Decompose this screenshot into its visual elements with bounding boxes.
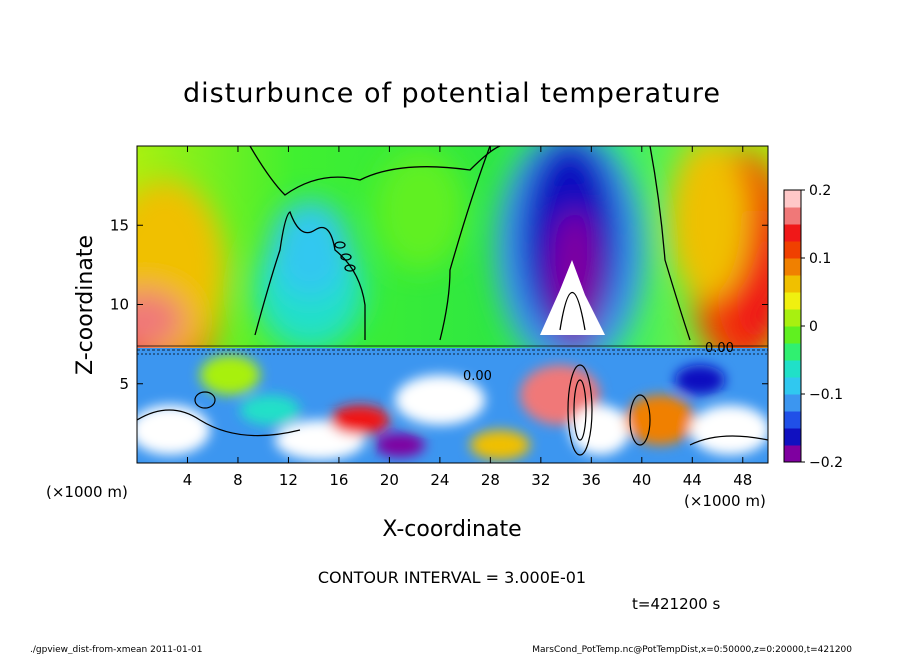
- footer-right: MarsCond_PotTemp.nc@PotTempDist,x=0:5000…: [532, 645, 852, 654]
- y-unit-label: (×1000 m): [46, 483, 128, 501]
- chart-title: disturbunce of potential temperature: [183, 78, 721, 109]
- colorbar-swatch: [784, 190, 801, 208]
- colorbar-swatch: [784, 292, 801, 310]
- colorbar-tick-label: −0.2: [809, 455, 843, 471]
- colorbar-swatch: [784, 207, 801, 225]
- colorbar-swatch: [784, 394, 801, 412]
- x-tick-label: 32: [531, 471, 550, 489]
- x-axis-label: X-coordinate: [382, 517, 521, 542]
- contour-interval: CONTOUR INTERVAL = 3.000E-01: [318, 568, 586, 587]
- x-tick-label: 16: [329, 471, 348, 489]
- contour-label: 0.00: [463, 369, 492, 384]
- x-tick-label: 48: [733, 471, 752, 489]
- colorbar-swatch: [784, 428, 801, 446]
- y-tick-label: 5: [119, 375, 129, 393]
- x-tick-label: 36: [582, 471, 601, 489]
- x-tick-label: 20: [380, 471, 399, 489]
- colorbar-swatch: [784, 241, 801, 259]
- colorbar-tick-label: 0.2: [809, 183, 831, 199]
- x-tick-label: 4: [183, 471, 193, 489]
- colorbar-swatch: [784, 309, 801, 327]
- y-axis-label: Z-coordinate: [73, 235, 98, 375]
- x-tick-label: 12: [279, 471, 298, 489]
- x-unit-label: (×1000 m): [684, 492, 766, 510]
- y-tick-label: 15: [110, 216, 129, 234]
- colorbar-tick-label: 0: [809, 319, 818, 335]
- contour-label: 0.00: [705, 341, 734, 356]
- x-tick-label: 28: [481, 471, 500, 489]
- heatmap-field: [137, 146, 768, 463]
- colorbar-swatch: [784, 377, 801, 395]
- x-tick-label: 8: [233, 471, 243, 489]
- colorbar-swatch: [784, 275, 801, 293]
- x-ticks: 4 8 12 16 20 24 28 32 36 40 44 48: [183, 146, 752, 489]
- colorbar-tick-label: −0.1: [809, 387, 843, 403]
- time-stamp: t=421200 s: [632, 595, 720, 613]
- colorbar-swatch: [784, 360, 801, 378]
- footer-left: ./gpview_dist-from-xmean 2011-01-01: [30, 645, 202, 654]
- colorbar-swatch: [784, 326, 801, 344]
- colorbar-swatch: [784, 258, 801, 276]
- colorbar-swatch: [784, 445, 801, 463]
- colorbar-tick-label: 0.1: [809, 251, 831, 267]
- colorbar-swatch: [784, 343, 801, 361]
- y-tick-label: 10: [110, 296, 129, 314]
- colorbar-swatch: [784, 224, 801, 242]
- colorbar-swatch: [784, 411, 801, 429]
- colorbar: 0.2 0.1 0 −0.1 −0.2: [783, 183, 843, 471]
- x-tick-label: 44: [683, 471, 702, 489]
- x-tick-label: 40: [632, 471, 651, 489]
- x-tick-label: 24: [430, 471, 449, 489]
- y-ticks: 5 10 15: [110, 216, 768, 393]
